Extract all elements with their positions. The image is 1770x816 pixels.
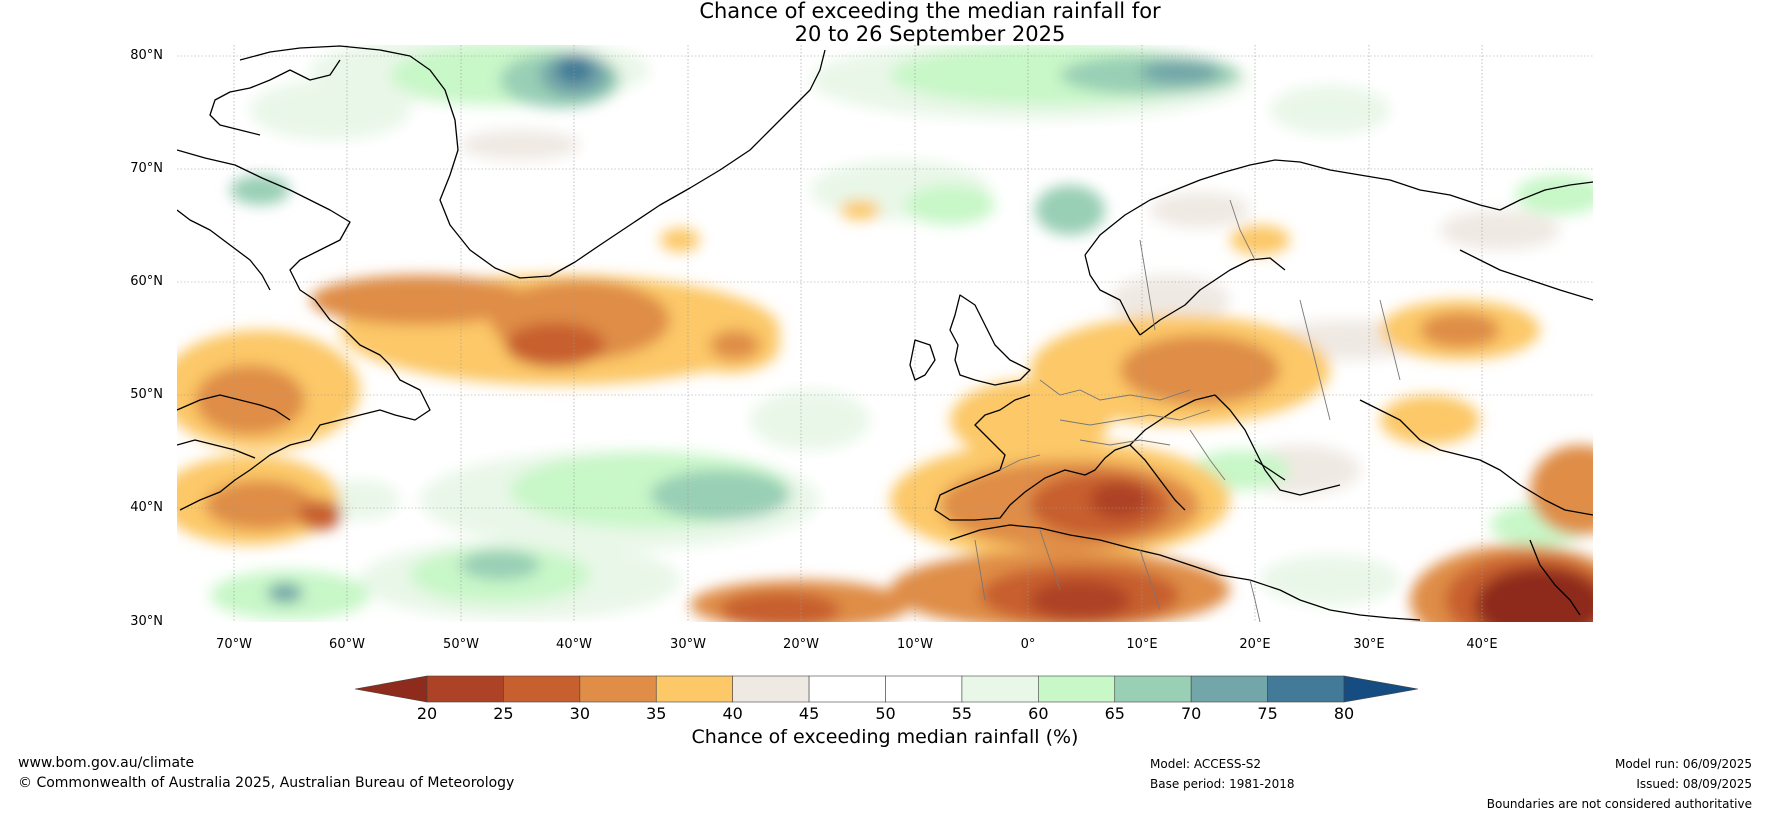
colorbar-tick-label: 75 <box>1257 704 1278 723</box>
footer-model-run: Model run: 06/09/2025 <box>1614 757 1752 771</box>
lon-label-60w: 60°W <box>329 637 365 652</box>
colorbar-boxes <box>426 675 1345 703</box>
lon-label-20e: 20°E <box>1239 637 1271 652</box>
colorbar-tick-label: 25 <box>493 704 514 723</box>
colorbar-box <box>885 675 963 703</box>
colorbar-tick-label: 55 <box>951 704 973 723</box>
lon-label-70w: 70°W <box>216 637 252 652</box>
coastlines <box>177 45 1593 621</box>
lat-label-30n: 30°N <box>130 614 163 629</box>
rainfall-anomaly-fields <box>177 45 1593 622</box>
map-title-line2: 20 to 26 September 2025 <box>794 22 1066 46</box>
footer-base-period: Base period: 1981-2018 <box>1150 777 1295 791</box>
lon-label-40w: 40°W <box>556 637 592 652</box>
colorbar-box <box>961 675 1039 703</box>
lon-label-10e: 10°E <box>1126 637 1158 652</box>
colorbar-box <box>655 675 733 703</box>
lon-label-40e: 40°E <box>1466 637 1498 652</box>
colorbar-tick-label: 80 <box>1333 704 1355 723</box>
colorbar-tick-label: 30 <box>569 704 590 723</box>
colorbar-box <box>503 675 581 703</box>
colorbar-extend-high <box>1343 675 1419 703</box>
colorbar-tick-label: 20 <box>416 704 438 723</box>
country-borders <box>974 199 1401 622</box>
lon-label-50w: 50°W <box>443 637 479 652</box>
colorbar-tick-label: 70 <box>1180 704 1202 723</box>
map-title-line1: Chance of exceeding the median rainfall … <box>699 0 1161 23</box>
colorbar-box <box>1114 675 1192 703</box>
colorbar-tick-label: 65 <box>1104 704 1125 723</box>
colorbar-box <box>579 675 657 703</box>
colorbar-tick-label: 45 <box>798 704 820 723</box>
footer-issued: Issued: 08/09/2025 <box>1636 777 1752 791</box>
lon-label-0: 0° <box>1020 637 1036 652</box>
lat-label-50n: 50°N <box>130 387 163 402</box>
footer-website: www.bom.gov.au/climate <box>18 755 195 771</box>
colorbar <box>354 675 1419 703</box>
colorbar-box <box>732 675 810 703</box>
map-area <box>177 45 1593 622</box>
colorbar-box <box>426 675 504 703</box>
lon-label-10w: 10°W <box>897 637 933 652</box>
lat-label-70n: 70°N <box>130 161 163 176</box>
colorbar-tick-label: 40 <box>722 704 743 723</box>
colorbar-box <box>808 675 886 703</box>
lon-label-20w: 20°W <box>783 637 819 652</box>
footer-model: Model: ACCESS-S2 <box>1150 757 1262 771</box>
colorbar-extend-low <box>354 675 428 703</box>
lat-label-80n: 80°N <box>130 48 163 63</box>
colorbar-tick-label: 50 <box>875 704 896 723</box>
lon-label-30e: 30°E <box>1353 637 1385 652</box>
lat-label-40n: 40°N <box>130 500 163 515</box>
lat-label-60n: 60°N <box>130 274 163 289</box>
lon-label-30w: 30°W <box>670 637 706 652</box>
colorbar-box <box>1038 675 1116 703</box>
colorbar-box <box>1190 675 1268 703</box>
colorbar-tick-label: 60 <box>1028 704 1049 723</box>
footer-disclaimer: Boundaries are not considered authoritat… <box>1486 797 1752 811</box>
colorbar-tick-label: 35 <box>646 704 667 723</box>
footer-copyright: © Commonwealth of Australia 2025, Austra… <box>18 775 515 791</box>
colorbar-label: Chance of exceeding median rainfall (%) <box>691 726 1079 748</box>
colorbar-box <box>1267 675 1345 703</box>
